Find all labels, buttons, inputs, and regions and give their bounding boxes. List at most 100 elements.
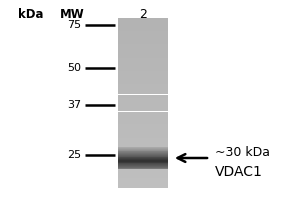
Bar xyxy=(118,103,168,104)
Bar xyxy=(118,152,168,153)
Bar xyxy=(118,147,168,148)
Bar xyxy=(118,162,168,163)
Bar xyxy=(118,143,168,144)
Bar xyxy=(118,73,168,74)
Bar xyxy=(118,108,168,109)
Bar xyxy=(118,69,168,70)
Bar xyxy=(118,68,168,69)
Bar xyxy=(118,127,168,128)
Bar xyxy=(118,51,168,52)
Bar xyxy=(118,97,168,98)
Bar xyxy=(118,163,168,164)
Bar xyxy=(118,74,168,75)
Text: 50: 50 xyxy=(67,63,81,73)
Bar xyxy=(118,62,168,63)
Bar xyxy=(118,63,168,64)
Bar xyxy=(118,26,168,27)
Bar xyxy=(118,33,168,34)
Bar xyxy=(118,186,168,187)
Bar xyxy=(118,179,168,180)
Bar xyxy=(118,36,168,37)
Bar xyxy=(118,86,168,87)
Bar xyxy=(118,134,168,135)
Bar xyxy=(118,114,168,115)
Bar xyxy=(118,101,168,102)
Bar xyxy=(118,156,168,157)
Bar xyxy=(118,99,168,100)
Bar xyxy=(118,66,168,67)
Bar xyxy=(118,173,168,174)
Bar xyxy=(118,113,168,114)
Bar xyxy=(118,104,168,105)
Bar xyxy=(118,43,168,44)
Bar xyxy=(118,123,168,124)
Bar xyxy=(118,141,168,142)
Bar xyxy=(118,45,168,46)
Bar xyxy=(118,67,168,68)
Bar xyxy=(118,27,168,28)
Bar xyxy=(118,55,168,56)
Bar xyxy=(118,144,168,145)
Bar xyxy=(118,187,168,188)
Bar xyxy=(118,98,168,99)
Bar xyxy=(118,176,168,177)
Bar xyxy=(118,136,168,137)
Bar xyxy=(118,126,168,127)
Bar xyxy=(118,23,168,24)
Bar xyxy=(118,180,168,181)
Bar xyxy=(118,107,168,108)
Bar xyxy=(118,65,168,66)
Bar xyxy=(118,92,168,93)
Bar xyxy=(118,79,168,80)
Bar xyxy=(118,168,168,169)
Bar xyxy=(118,181,168,182)
Bar xyxy=(118,109,168,110)
Bar xyxy=(118,78,168,79)
Bar xyxy=(118,184,168,185)
Bar xyxy=(118,118,168,119)
Bar xyxy=(118,148,168,149)
Bar xyxy=(118,166,168,167)
Bar xyxy=(118,85,168,86)
Bar xyxy=(118,75,168,76)
Bar xyxy=(118,125,168,126)
Bar xyxy=(118,77,168,78)
Bar xyxy=(118,83,168,84)
Bar xyxy=(118,170,168,171)
Bar xyxy=(118,146,168,147)
Bar xyxy=(118,165,168,166)
Bar xyxy=(118,40,168,41)
Text: VDAC1: VDAC1 xyxy=(215,165,263,179)
Bar xyxy=(118,112,168,113)
Bar xyxy=(118,169,168,170)
Bar xyxy=(118,90,168,91)
Bar xyxy=(118,124,168,125)
Text: kDa: kDa xyxy=(18,8,44,21)
Bar xyxy=(118,20,168,21)
Bar xyxy=(118,32,168,33)
Bar xyxy=(118,50,168,51)
Bar xyxy=(118,160,168,161)
Bar xyxy=(118,38,168,39)
Bar xyxy=(118,138,168,139)
Bar xyxy=(118,182,168,183)
Bar xyxy=(118,100,168,101)
Bar xyxy=(118,93,168,94)
Bar xyxy=(118,47,168,48)
Bar xyxy=(118,24,168,25)
Bar xyxy=(118,37,168,38)
Bar xyxy=(118,81,168,82)
Bar xyxy=(118,91,168,92)
Bar xyxy=(118,18,168,19)
Bar xyxy=(118,131,168,132)
Bar xyxy=(118,175,168,176)
Bar xyxy=(118,164,168,165)
Text: ~30 kDa: ~30 kDa xyxy=(215,146,270,158)
Bar xyxy=(118,153,168,154)
Bar xyxy=(118,64,168,65)
Bar xyxy=(118,115,168,116)
Bar xyxy=(118,21,168,22)
Bar xyxy=(118,167,168,168)
Bar xyxy=(118,54,168,55)
Bar xyxy=(118,171,168,172)
